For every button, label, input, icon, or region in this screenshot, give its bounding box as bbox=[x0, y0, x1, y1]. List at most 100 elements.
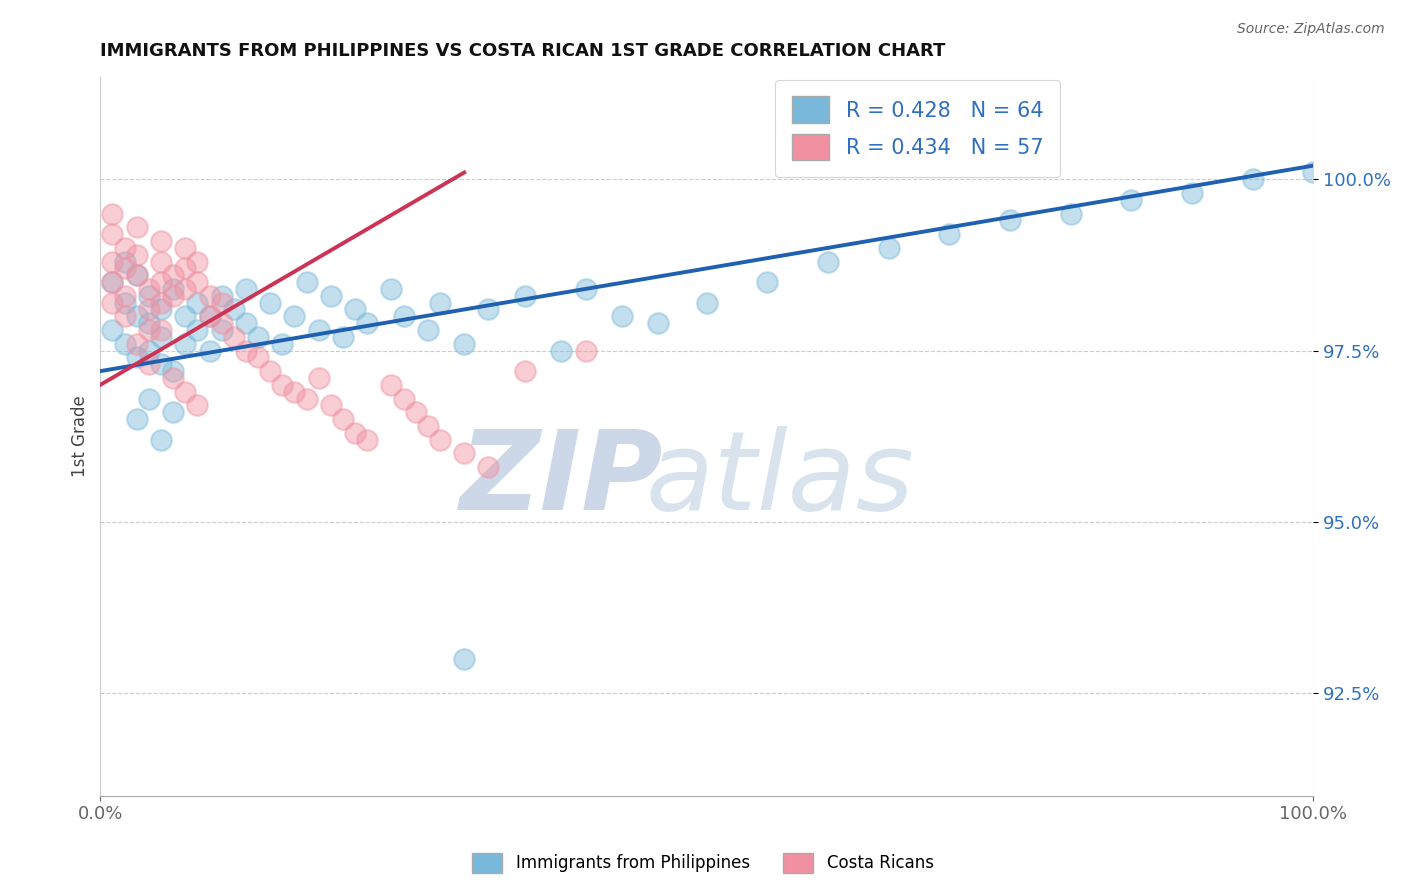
Point bbox=[125, 248, 148, 262]
Point bbox=[198, 310, 221, 324]
Text: Source: ZipAtlas.com: Source: ZipAtlas.com bbox=[1237, 22, 1385, 37]
Point bbox=[114, 254, 136, 268]
Text: atlas: atlas bbox=[645, 425, 914, 533]
Point bbox=[150, 275, 173, 289]
Point bbox=[332, 330, 354, 344]
Point bbox=[125, 351, 148, 365]
Point bbox=[174, 261, 197, 276]
Point bbox=[416, 323, 439, 337]
Point bbox=[162, 282, 184, 296]
Point bbox=[247, 351, 270, 365]
Point bbox=[308, 323, 330, 337]
Point bbox=[513, 364, 536, 378]
Point bbox=[138, 302, 160, 317]
Point bbox=[998, 213, 1021, 227]
Point bbox=[174, 336, 197, 351]
Point bbox=[271, 336, 294, 351]
Point bbox=[211, 323, 233, 337]
Point bbox=[308, 371, 330, 385]
Point bbox=[416, 418, 439, 433]
Point bbox=[162, 268, 184, 283]
Point bbox=[392, 392, 415, 406]
Point bbox=[162, 405, 184, 419]
Point bbox=[198, 289, 221, 303]
Point bbox=[174, 241, 197, 255]
Point bbox=[453, 336, 475, 351]
Point bbox=[101, 275, 124, 289]
Point bbox=[380, 282, 402, 296]
Text: ZIP: ZIP bbox=[460, 425, 664, 533]
Point bbox=[114, 310, 136, 324]
Point bbox=[125, 336, 148, 351]
Point bbox=[125, 412, 148, 426]
Point bbox=[235, 316, 257, 330]
Point bbox=[186, 254, 208, 268]
Point bbox=[186, 275, 208, 289]
Point bbox=[174, 282, 197, 296]
Point bbox=[319, 398, 342, 412]
Text: IMMIGRANTS FROM PHILIPPINES VS COSTA RICAN 1ST GRADE CORRELATION CHART: IMMIGRANTS FROM PHILIPPINES VS COSTA RIC… bbox=[100, 42, 946, 60]
Point bbox=[332, 412, 354, 426]
Point bbox=[356, 316, 378, 330]
Point bbox=[477, 460, 499, 475]
Point bbox=[138, 282, 160, 296]
Point bbox=[938, 227, 960, 241]
Point bbox=[271, 377, 294, 392]
Point bbox=[150, 323, 173, 337]
Point bbox=[114, 241, 136, 255]
Point bbox=[453, 652, 475, 666]
Point bbox=[344, 302, 367, 317]
Point bbox=[222, 330, 245, 344]
Point bbox=[114, 261, 136, 276]
Point bbox=[211, 316, 233, 330]
Point bbox=[138, 316, 160, 330]
Point bbox=[1302, 165, 1324, 179]
Point bbox=[610, 310, 633, 324]
Point bbox=[101, 295, 124, 310]
Point bbox=[429, 295, 451, 310]
Point bbox=[1181, 186, 1204, 200]
Point bbox=[513, 289, 536, 303]
Point bbox=[380, 377, 402, 392]
Point bbox=[162, 289, 184, 303]
Point bbox=[101, 275, 124, 289]
Point bbox=[101, 206, 124, 220]
Legend: R = 0.428   N = 64, R = 0.434   N = 57: R = 0.428 N = 64, R = 0.434 N = 57 bbox=[775, 79, 1060, 178]
Point bbox=[319, 289, 342, 303]
Point bbox=[125, 310, 148, 324]
Point bbox=[198, 310, 221, 324]
Point bbox=[150, 433, 173, 447]
Point bbox=[259, 364, 281, 378]
Point bbox=[101, 254, 124, 268]
Point bbox=[235, 343, 257, 358]
Point bbox=[877, 241, 900, 255]
Point bbox=[174, 310, 197, 324]
Point bbox=[150, 357, 173, 371]
Point bbox=[150, 254, 173, 268]
Point bbox=[114, 289, 136, 303]
Point bbox=[138, 343, 160, 358]
Point bbox=[453, 446, 475, 460]
Point bbox=[186, 295, 208, 310]
Point bbox=[114, 295, 136, 310]
Point bbox=[198, 343, 221, 358]
Point bbox=[405, 405, 427, 419]
Point bbox=[283, 310, 305, 324]
Point bbox=[647, 316, 669, 330]
Point bbox=[1121, 193, 1143, 207]
Point bbox=[392, 310, 415, 324]
Y-axis label: 1st Grade: 1st Grade bbox=[72, 395, 89, 477]
Point bbox=[235, 282, 257, 296]
Point bbox=[138, 289, 160, 303]
Point bbox=[429, 433, 451, 447]
Point bbox=[125, 220, 148, 235]
Point bbox=[125, 268, 148, 283]
Point bbox=[138, 357, 160, 371]
Point bbox=[477, 302, 499, 317]
Point bbox=[344, 425, 367, 440]
Point bbox=[211, 295, 233, 310]
Point bbox=[150, 234, 173, 248]
Point bbox=[574, 343, 596, 358]
Point bbox=[283, 384, 305, 399]
Point bbox=[162, 371, 184, 385]
